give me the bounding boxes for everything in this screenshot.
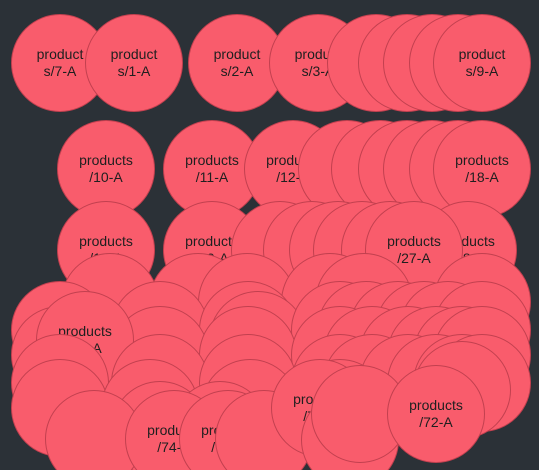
graph-node-label: product s/1-A [110,46,158,79]
graph-node-label: products /18-A [455,152,509,185]
graph-node-label: products /72-A [409,397,463,430]
graph-node[interactable]: product s/1-A [85,14,183,112]
graph-node-label: product s/9-A [458,46,506,79]
graph-node[interactable]: product s/9-A [433,14,531,112]
graph-node-label: products /27-A [387,233,441,266]
graph-node-label: product s/2-A [213,46,261,79]
graph-node-label: products /11-A [185,152,239,185]
graph-node[interactable]: products /72-A [387,365,485,463]
graph-node-label: products /10-A [79,152,133,185]
graph-node-label: product s/7-A [36,46,84,79]
